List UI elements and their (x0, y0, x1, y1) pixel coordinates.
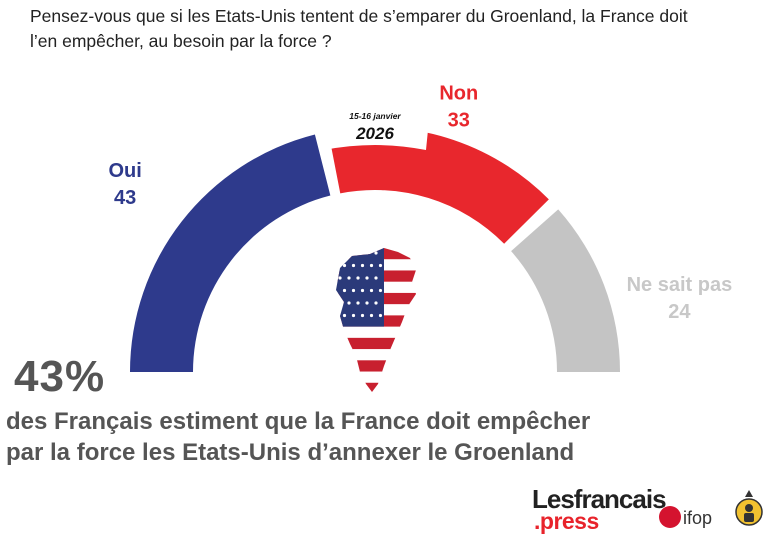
year-label: 2026 (355, 124, 394, 143)
ifop-dot-icon (659, 506, 681, 528)
greenland-flag-icon (336, 248, 416, 392)
question-text: Pensez-vous que si les Etats-Unis tenten… (30, 6, 688, 51)
mascot-badge-icon (735, 490, 763, 526)
value-oui: 43 (114, 187, 136, 209)
conclusion-line-1: des Français estiment que la France doit… (6, 408, 591, 435)
chart-labels: 15-16 janvier 2026 Oui 43 Non 33 Ne sait pas 24 (108, 83, 732, 323)
conclusion-text: des Français estiment que la France doit… (6, 406, 706, 468)
chart-slices (130, 103, 620, 372)
slice-ne-sait-pas (511, 209, 620, 372)
value-non: 33 (448, 110, 470, 132)
slice-non (328, 126, 549, 244)
label-oui: Oui (108, 160, 141, 182)
slice-oui (130, 134, 331, 372)
date-notch (318, 103, 430, 150)
headline-percentage: 43% (14, 352, 106, 401)
value-ne-sait-pas: 24 (668, 301, 691, 323)
label-ne-sait-pas: Ne sait pas (627, 274, 733, 296)
lesfrancais-logo: Lesfrancais (532, 484, 667, 514)
label-non: Non (439, 83, 478, 105)
logo-bar: Lesfrancais .press ifop (528, 484, 768, 540)
ifop-logo: ifop (683, 508, 713, 528)
semicircle-chart: 15-16 janvier 2026 Oui 43 Non 33 Ne sait pas 24 (108, 83, 732, 392)
date-label: 15-16 janvier (349, 111, 401, 121)
conclusion-line-2: par la force les Etats-Unis d’annexer le… (6, 439, 575, 466)
press-logo-suffix: .press (534, 508, 599, 534)
